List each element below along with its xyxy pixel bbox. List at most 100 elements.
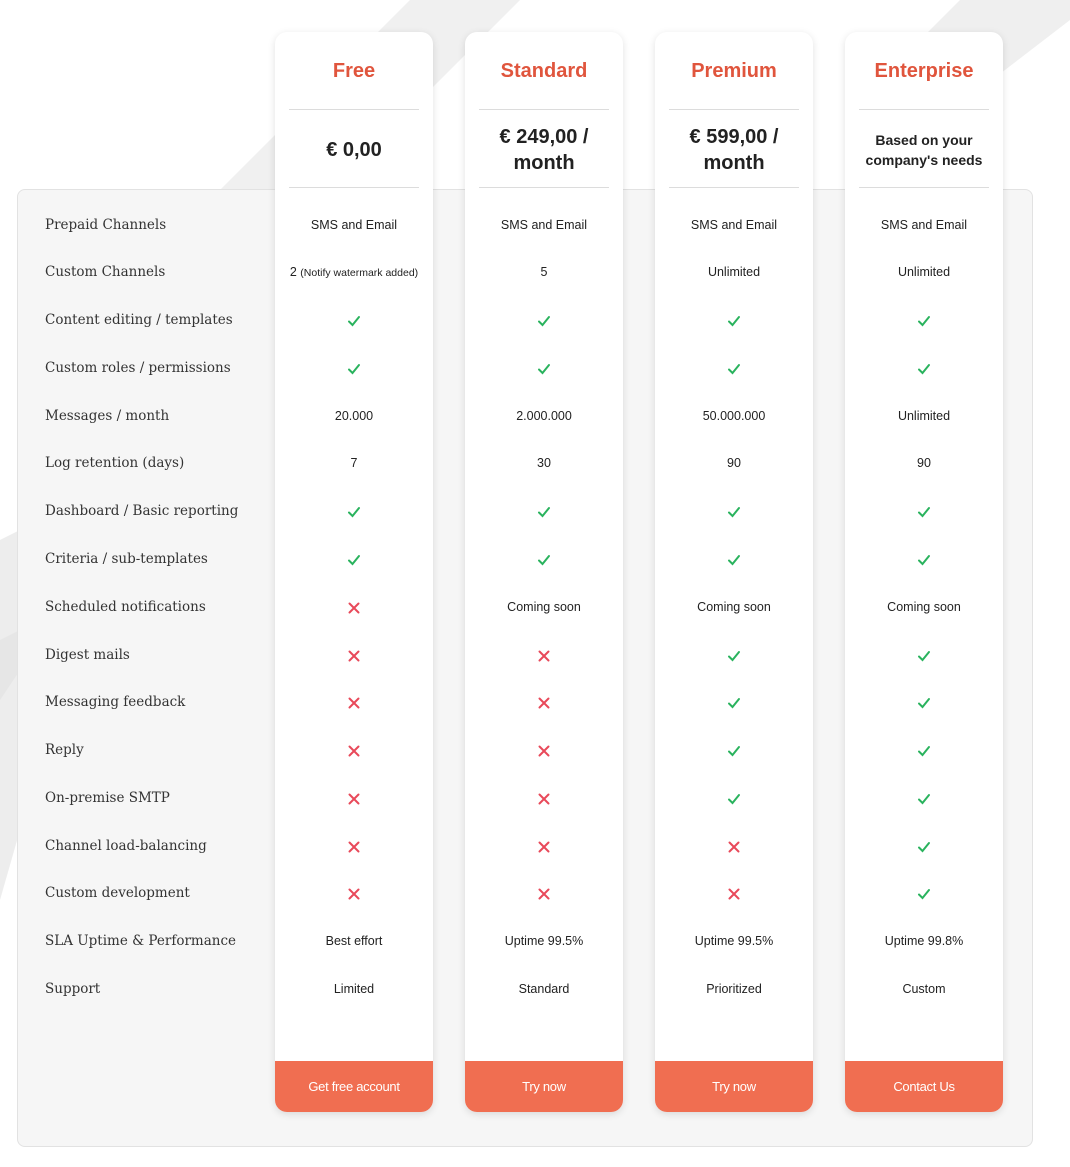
plan-name: Standard bbox=[500, 60, 588, 82]
plan-card-free: Free € 0,00 SMS and Email 2 (Notify waterma… bbox=[275, 32, 433, 1112]
cell-value: Unlimited bbox=[897, 265, 951, 279]
cell-custom-roles-permissions bbox=[845, 358, 1003, 378]
cell-on-premise-smtp bbox=[845, 788, 1003, 808]
feature-label-scheduled-notifications: Scheduled notifications bbox=[45, 599, 206, 615]
cell-digest-mails bbox=[655, 645, 813, 665]
cross-icon bbox=[537, 648, 551, 662]
cell-log-retention-days: 30 bbox=[465, 453, 623, 473]
cell-support: Prioritized bbox=[655, 979, 813, 999]
cell-log-retention-days: 90 bbox=[655, 453, 813, 473]
feature-label-content-editing-templates: Content editing / templates bbox=[45, 312, 233, 328]
feature-label-sla-uptime-performance: SLA Uptime & Performance bbox=[45, 933, 236, 949]
cell-criteria-sub-templates bbox=[845, 549, 1003, 569]
cell-value: Coming soon bbox=[887, 600, 961, 614]
plan-name: Premium bbox=[691, 60, 777, 82]
cell-content-editing-templates bbox=[655, 310, 813, 330]
cell-channel-load-balancing bbox=[655, 836, 813, 856]
feature-label-reply: Reply bbox=[45, 742, 84, 758]
feature-label-messages-month: Messages / month bbox=[45, 408, 170, 424]
plan-price: € 249,00 / month bbox=[499, 126, 589, 174]
check-icon bbox=[917, 361, 931, 375]
check-icon bbox=[537, 361, 551, 375]
check-icon bbox=[347, 552, 361, 566]
divider bbox=[859, 187, 989, 188]
feature-label-log-retention-days: Log retention (days) bbox=[45, 455, 185, 471]
cell-support: Custom bbox=[845, 979, 1003, 999]
cell-dashboard-basic-reporting bbox=[845, 501, 1003, 521]
cell-value: 20.000 bbox=[334, 409, 374, 423]
cell-messaging-feedback bbox=[275, 692, 433, 712]
try-now-button[interactable]: Try now bbox=[655, 1061, 813, 1112]
divider bbox=[669, 109, 799, 110]
feature-label-custom-roles-permissions: Custom roles / permissions bbox=[45, 360, 231, 376]
check-icon bbox=[347, 504, 361, 518]
cell-sla-uptime-performance: Uptime 99.5% bbox=[655, 931, 813, 951]
cell-custom-channels: 5 bbox=[465, 262, 623, 282]
check-icon bbox=[727, 361, 741, 375]
check-icon bbox=[727, 313, 741, 327]
feature-label-digest-mails: Digest mails bbox=[45, 647, 130, 663]
check-icon bbox=[727, 791, 741, 805]
cell-custom-roles-permissions bbox=[275, 358, 433, 378]
cell-value: SMS and Email bbox=[880, 218, 968, 232]
check-icon bbox=[727, 743, 741, 757]
feature-label-support: Support bbox=[45, 981, 101, 997]
contact-us-button[interactable]: Contact Us bbox=[845, 1061, 1003, 1112]
cell-content-editing-templates bbox=[845, 310, 1003, 330]
cell-criteria-sub-templates bbox=[275, 549, 433, 569]
cell-digest-mails bbox=[845, 645, 1003, 665]
cell-dashboard-basic-reporting bbox=[275, 501, 433, 521]
cross-icon bbox=[347, 600, 361, 614]
cell-value: Best effort bbox=[325, 934, 383, 948]
cell-value: Limited bbox=[333, 982, 375, 996]
cell-custom-development bbox=[275, 883, 433, 903]
cell-value: Prioritized bbox=[706, 982, 762, 996]
cell-scheduled-notifications bbox=[275, 597, 433, 617]
cross-icon bbox=[727, 886, 741, 900]
check-icon bbox=[537, 313, 551, 327]
cross-icon bbox=[347, 886, 361, 900]
cell-value: Custom bbox=[902, 982, 946, 996]
divider bbox=[289, 109, 419, 110]
cell-on-premise-smtp bbox=[465, 788, 623, 808]
cell-log-retention-days: 7 bbox=[275, 453, 433, 473]
cell-channel-load-balancing bbox=[275, 836, 433, 856]
check-icon bbox=[537, 504, 551, 518]
cell-value: Standard bbox=[518, 982, 570, 996]
plan-price: € 599,00 / month bbox=[689, 126, 779, 174]
cell-dashboard-basic-reporting bbox=[465, 501, 623, 521]
cell-sla-uptime-performance: Uptime 99.8% bbox=[845, 931, 1003, 951]
cross-icon bbox=[537, 743, 551, 757]
divider bbox=[859, 109, 989, 110]
divider bbox=[669, 187, 799, 188]
try-now-button[interactable]: Try now bbox=[465, 1061, 623, 1112]
cell-criteria-sub-templates bbox=[465, 549, 623, 569]
cell-reply bbox=[275, 740, 433, 760]
cell-value: SMS and Email bbox=[500, 218, 588, 232]
cell-log-retention-days: 90 bbox=[845, 453, 1003, 473]
feature-label-channel-load-balancing: Channel load-balancing bbox=[45, 838, 207, 854]
check-icon bbox=[917, 313, 931, 327]
cross-icon bbox=[347, 743, 361, 757]
cell-dashboard-basic-reporting bbox=[655, 501, 813, 521]
cross-icon bbox=[537, 695, 551, 709]
cross-icon bbox=[347, 839, 361, 853]
cell-value: 50.000.000 bbox=[702, 409, 766, 423]
check-icon bbox=[917, 839, 931, 853]
cell-scheduled-notifications: Coming soon bbox=[845, 597, 1003, 617]
cell-sla-uptime-performance: Best effort bbox=[275, 931, 433, 951]
cell-scheduled-notifications: Coming soon bbox=[655, 597, 813, 617]
cell-value: Coming soon bbox=[697, 600, 771, 614]
check-icon bbox=[917, 648, 931, 662]
cell-messaging-feedback bbox=[465, 692, 623, 712]
cell-support: Limited bbox=[275, 979, 433, 999]
plan-price: Based on your company's needs bbox=[865, 132, 983, 168]
cell-value: Uptime 99.8% bbox=[884, 934, 964, 948]
cell-reply bbox=[845, 740, 1003, 760]
cross-icon bbox=[537, 791, 551, 805]
cell-custom-roles-permissions bbox=[465, 358, 623, 378]
divider bbox=[479, 187, 609, 188]
check-icon bbox=[917, 743, 931, 757]
cell-custom-channels: Unlimited bbox=[655, 262, 813, 282]
get-free-account-button[interactable]: Get free account bbox=[275, 1061, 433, 1112]
